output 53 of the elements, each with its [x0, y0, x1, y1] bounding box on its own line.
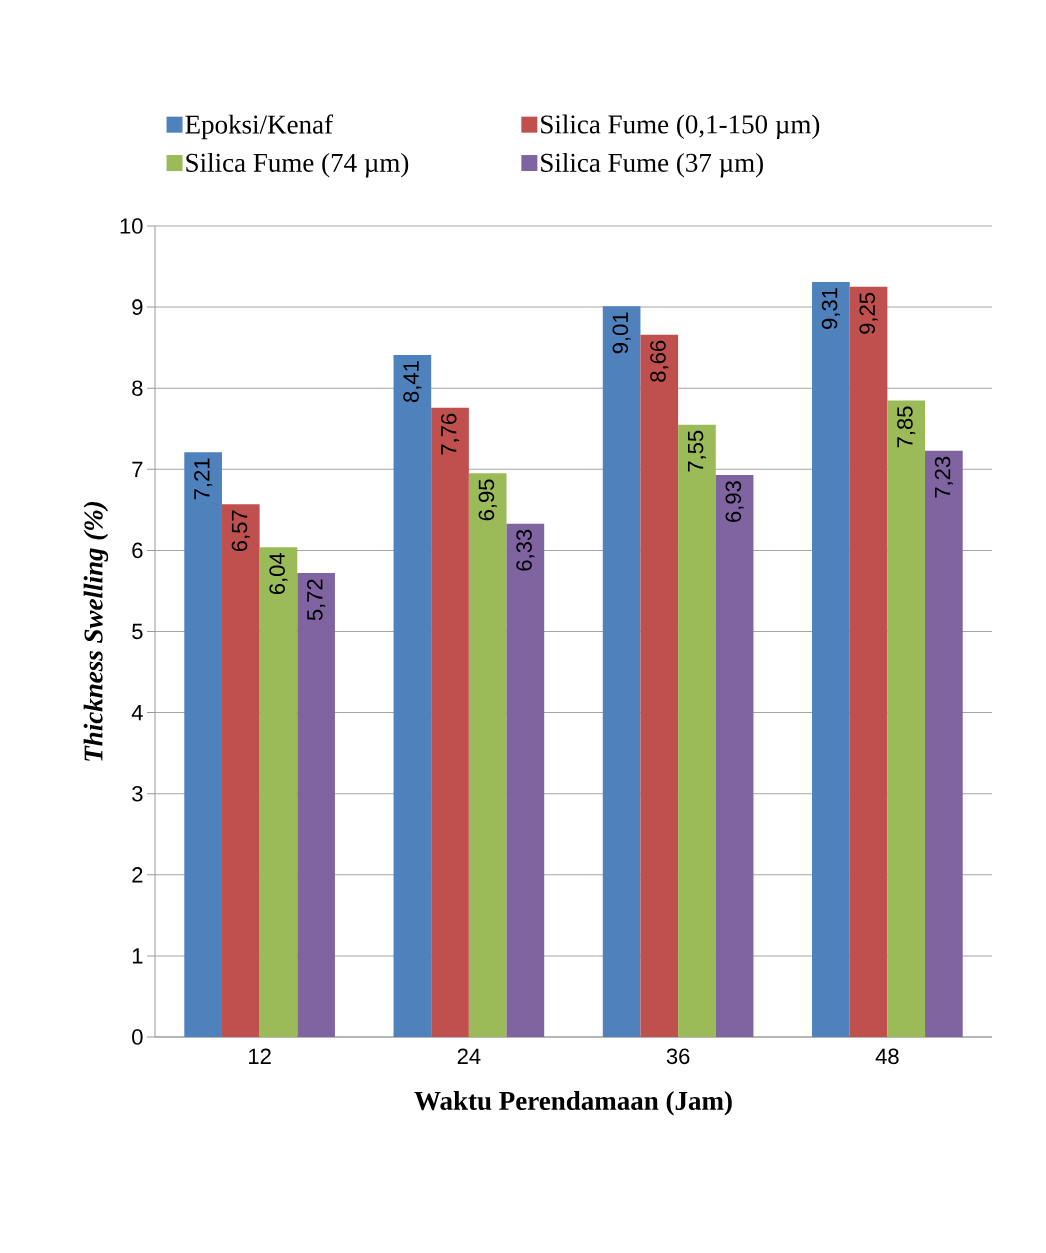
- data-label: 6,57: [231, 510, 250, 552]
- x-tick-label: 36: [666, 1048, 690, 1065]
- x-tick-label: 24: [457, 1048, 481, 1064]
- bar: [297, 573, 335, 1038]
- bar: [184, 452, 222, 1038]
- data-label: 8,66: [650, 340, 669, 382]
- y-tick-label: 4: [131, 705, 143, 721]
- data-label: 8,41: [403, 361, 422, 403]
- y-axis-title: Thickness Swelling (%): [83, 501, 109, 761]
- x-axis-title: Waktu Perendamaan (Jam): [414, 1090, 732, 1116]
- bar: [431, 407, 469, 1038]
- data-label: 7,55: [687, 430, 706, 472]
- bar: [812, 281, 850, 1038]
- data-label: 9,31: [821, 288, 840, 329]
- bar: [849, 286, 888, 1038]
- legend-label: Silica Fume (37 µm): [541, 152, 763, 178]
- bar: [259, 547, 298, 1038]
- bar: [393, 354, 432, 1038]
- x-tick-label: 48: [875, 1048, 899, 1065]
- data-label: 7,85: [897, 406, 916, 448]
- data-label: 5,72: [307, 579, 326, 621]
- bar: [640, 334, 679, 1038]
- y-tick-label: 2: [132, 867, 143, 883]
- data-label: 6,93: [725, 481, 744, 522]
- data-label: 7,23: [934, 456, 953, 498]
- data-label: 9,01: [612, 312, 631, 354]
- bar: [602, 306, 641, 1038]
- bar: [468, 473, 507, 1038]
- bar: [221, 504, 260, 1038]
- legend-label: Silica Fume (74 µm): [186, 152, 409, 178]
- bar: [887, 400, 926, 1038]
- bar: [715, 474, 754, 1038]
- data-label: 6,95: [478, 479, 497, 521]
- y-tick-label: 1: [132, 948, 143, 964]
- y-tick-label: 9: [132, 299, 143, 315]
- y-tick-label: 0: [132, 1029, 143, 1045]
- y-tick-label: 10: [120, 218, 143, 234]
- legend-label: Epoksi/Kenaf: [185, 114, 334, 140]
- data-label: 7,76: [440, 413, 460, 455]
- legend-label: Silica Fume (0,1-150 µm): [541, 114, 820, 140]
- bar: [925, 450, 963, 1038]
- y-tick-label: 3: [132, 785, 143, 802]
- data-label: 9,25: [859, 292, 878, 334]
- y-tick-label: 5: [132, 623, 143, 640]
- data-label: 7,21: [194, 458, 213, 500]
- y-tick-label: 8: [132, 380, 143, 396]
- x-tick-label: 12: [249, 1048, 271, 1064]
- y-tick-label: 7: [132, 461, 143, 477]
- bar: [506, 523, 545, 1038]
- bar: [678, 424, 716, 1038]
- y-tick-label: 6: [132, 542, 143, 559]
- data-label: 6,04: [269, 553, 288, 595]
- data-label: 6,33: [516, 529, 535, 571]
